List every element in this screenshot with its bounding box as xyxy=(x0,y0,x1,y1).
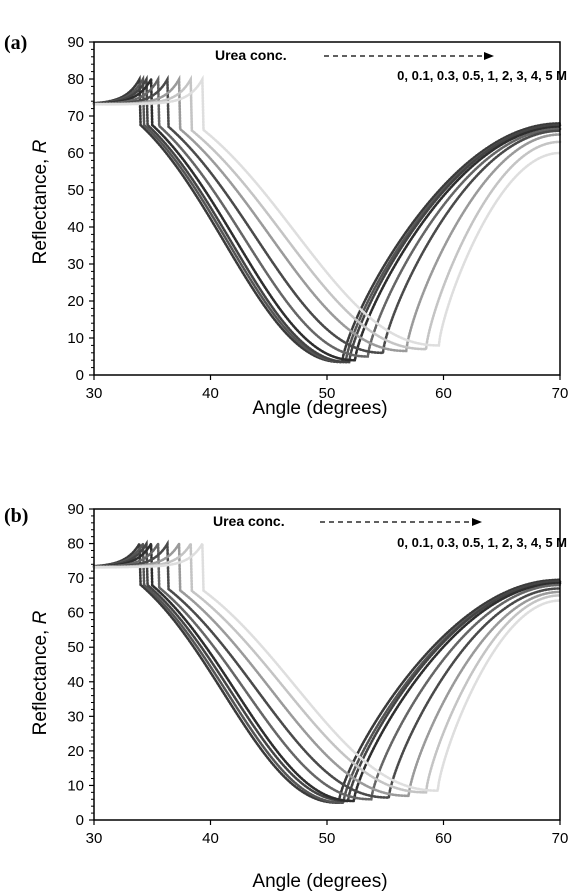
y-tick-label: 70 xyxy=(67,108,84,125)
y-tick-label: 50 xyxy=(67,639,84,656)
y-tick-label: 40 xyxy=(67,219,84,236)
legend-entries: 0, 0.1, 0.3, 0.5, 1, 2, 3, 4, 5 M xyxy=(397,68,567,83)
y-tick-label: 70 xyxy=(67,570,84,587)
series-layer xyxy=(92,539,562,805)
x-tick-label: 70 xyxy=(552,385,569,402)
legend-title: Urea conc. xyxy=(213,513,285,529)
y-tick-label: 60 xyxy=(67,605,84,622)
series-line-0 xyxy=(92,74,562,364)
series-line-1 xyxy=(92,74,562,364)
x-tick-label: 30 xyxy=(86,385,103,402)
x-tick-label: 50 xyxy=(319,385,336,402)
legend-arrow-head xyxy=(472,518,482,526)
series-line-8 xyxy=(92,74,562,347)
x-tick-label: 40 xyxy=(202,830,219,847)
y-axis-title: Reflectance, R xyxy=(30,610,51,735)
y-tick-label: 80 xyxy=(67,71,84,88)
series-line-3 xyxy=(92,74,562,362)
panel-a: (a) 0 10 20 30 40 50 60 70 80 90 30 40 50 60 70 Angle … xyxy=(4,32,568,419)
series-line-4 xyxy=(92,74,562,358)
y-tick-label: 60 xyxy=(67,145,84,162)
series-line-2 xyxy=(92,74,562,364)
series-line-7 xyxy=(92,74,562,351)
series-line-2 xyxy=(92,539,562,803)
panel-label: (b) xyxy=(4,505,28,527)
y-tick-label: 20 xyxy=(67,293,84,310)
y-axis-title-var: R xyxy=(30,139,51,153)
y-tick-label: 30 xyxy=(67,256,84,273)
panel-label: (a) xyxy=(4,32,27,54)
y-tick-label: 10 xyxy=(67,330,84,347)
x-tick-label: 50 xyxy=(319,830,336,847)
y-axis-title: Reflectance, R xyxy=(30,139,51,264)
series-line-7 xyxy=(92,539,562,794)
x-axis-title: Angle (degrees) xyxy=(252,398,387,419)
y-tick-label: 0 xyxy=(76,367,84,384)
axes-layer xyxy=(89,41,561,380)
series-line-8 xyxy=(92,539,562,792)
y-tick-label: 10 xyxy=(67,777,84,794)
series-line-0 xyxy=(92,539,562,805)
series-line-5 xyxy=(92,539,562,799)
axes-layer xyxy=(89,508,561,825)
tick-labels: 0 10 20 30 40 50 60 70 80 90 30 40 50 60 70 xyxy=(67,501,568,847)
y-tick-label: 90 xyxy=(67,501,84,518)
y-axis-title-var: R xyxy=(30,610,51,624)
y-tick-label: 20 xyxy=(67,743,84,760)
x-tick-label: 40 xyxy=(202,385,219,402)
series-line-5 xyxy=(92,74,562,355)
x-tick-label: 60 xyxy=(435,830,452,847)
y-axis-title-main: Reflectance xyxy=(30,635,51,735)
plot-frame xyxy=(93,41,561,376)
tick-labels: 0 10 20 30 40 50 60 70 80 90 30 40 50 60 70 xyxy=(67,34,568,402)
x-tick-label: 70 xyxy=(552,830,569,847)
y-tick-label: 30 xyxy=(67,708,84,725)
series-line-6 xyxy=(92,74,562,353)
legend-title: Urea conc. xyxy=(215,47,287,63)
series-line-1 xyxy=(92,539,562,805)
x-tick-label: 60 xyxy=(435,385,452,402)
series-layer xyxy=(92,74,562,364)
y-tick-label: 50 xyxy=(67,182,84,199)
series-line-4 xyxy=(92,539,562,801)
y-tick-label: 40 xyxy=(67,674,84,691)
series-line-3 xyxy=(92,539,562,803)
y-tick-label: 0 xyxy=(76,812,84,829)
y-axis-title-main: Reflectance xyxy=(30,164,51,264)
legend-entries: 0, 0.1, 0.3, 0.5, 1, 2, 3, 4, 5 M xyxy=(397,535,567,550)
y-tick-label: 80 xyxy=(67,536,84,553)
series-line-6 xyxy=(92,539,562,798)
x-tick-label: 30 xyxy=(86,830,103,847)
y-tick-label: 90 xyxy=(67,34,84,51)
panel-b: (b) 0 10 20 30 40 50 60 70 80 90 30 40 50 60 70 Angle … xyxy=(4,501,568,892)
x-axis-title: Angle (degrees) xyxy=(252,871,387,892)
legend-arrow-head xyxy=(484,52,494,60)
